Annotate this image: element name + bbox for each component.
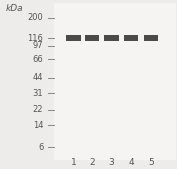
Text: 44: 44 xyxy=(33,73,43,82)
Bar xyxy=(144,35,158,41)
Bar xyxy=(66,35,81,41)
Bar xyxy=(85,35,99,41)
Text: 1: 1 xyxy=(71,158,76,167)
Text: 22: 22 xyxy=(33,105,43,114)
Bar xyxy=(124,35,138,41)
Text: 116: 116 xyxy=(27,33,43,43)
Text: 14: 14 xyxy=(33,120,43,130)
Bar xyxy=(54,3,176,160)
Text: 3: 3 xyxy=(109,158,114,167)
Text: 66: 66 xyxy=(33,55,43,64)
Text: 6: 6 xyxy=(38,142,43,152)
Text: 97: 97 xyxy=(33,41,43,50)
Text: 200: 200 xyxy=(28,13,43,22)
Text: 31: 31 xyxy=(33,89,43,98)
Text: 4: 4 xyxy=(128,158,134,167)
Text: 2: 2 xyxy=(89,158,95,167)
Bar xyxy=(104,35,119,41)
Text: kDa: kDa xyxy=(5,4,23,13)
Text: 5: 5 xyxy=(149,158,154,167)
